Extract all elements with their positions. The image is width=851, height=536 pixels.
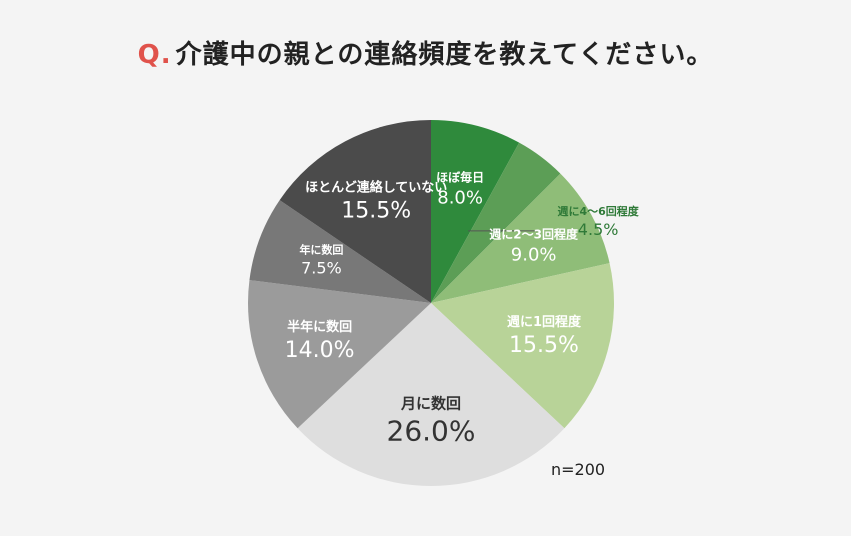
pie-slice (431, 142, 561, 303)
slice-value-label: 26.0% (387, 414, 476, 447)
sample-size-label: n=200 (551, 460, 606, 479)
title-text: 介護中の親との連絡頻度を教えてください。 (175, 40, 714, 70)
slice-category-label: 週に4〜6回程度 (557, 204, 639, 218)
slice-value-label: 15.5% (341, 198, 411, 223)
slice-category-label: ほとんど連絡していない (305, 179, 447, 195)
slice-value-label: 15.5% (509, 333, 579, 358)
slice-category-label: 年に数回 (299, 243, 343, 257)
pie-slice (248, 280, 431, 429)
pie-slice (249, 200, 431, 303)
pie-slice (297, 303, 565, 486)
pie-slice (431, 263, 614, 429)
slice-value-label: 4.5% (578, 220, 619, 239)
slice-category-label: 週に1回程度 (507, 314, 582, 330)
chart-title: Q. 介護中の親との連絡頻度を教えてください。 (0, 34, 851, 71)
slice-value-label: 8.0% (437, 188, 483, 209)
slice-category-label: ほぼ毎日 (436, 170, 484, 185)
pie-slice (279, 120, 431, 303)
pie-slice (431, 120, 520, 303)
slice-value-label: 7.5% (301, 259, 342, 278)
slice-category-label: 半年に数回 (287, 319, 352, 335)
slice-value-label: 9.0% (511, 245, 557, 266)
pie-slice (431, 173, 610, 303)
slice-category-label: 月に数回 (400, 394, 461, 412)
slice-category-label: 週に2〜3回程度 (489, 227, 579, 242)
slice-value-label: 14.0% (285, 338, 355, 363)
title-prefix: Q. (137, 40, 172, 70)
